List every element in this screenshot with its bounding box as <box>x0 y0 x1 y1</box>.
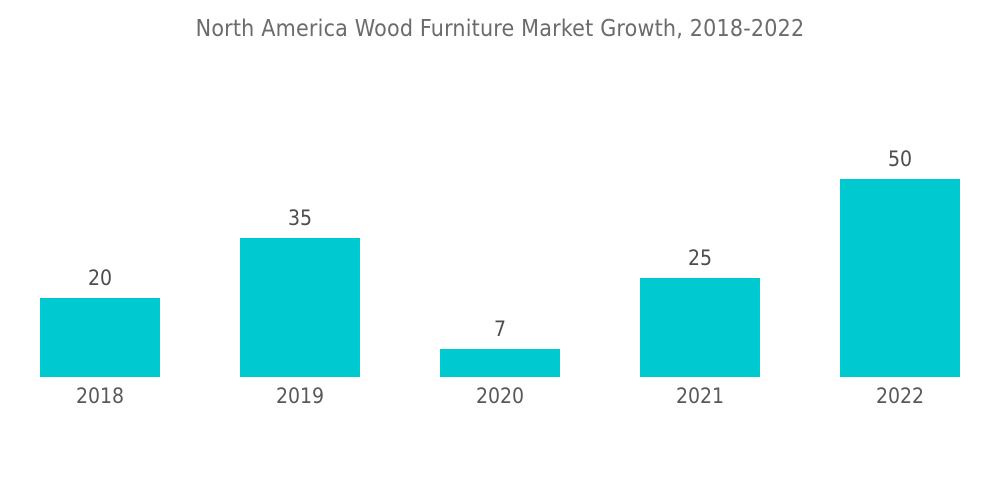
bar-group-2019: 35 <box>200 208 400 377</box>
x-tick-label-2021: 2021 <box>675 384 725 408</box>
bar-value-label: 20 <box>87 265 113 290</box>
bar-group-2022: 50 <box>800 149 1000 377</box>
bar-2021 <box>640 278 760 377</box>
x-tick-label-2022: 2022 <box>875 384 925 408</box>
x-tick-label-2018: 2018 <box>75 384 125 408</box>
chart-title: North America Wood Furniture Market Grow… <box>195 16 805 42</box>
bar-value-label: 50 <box>887 147 913 171</box>
bar-group-2020: 7 <box>400 319 600 377</box>
x-tick-label-2020: 2020 <box>475 384 525 408</box>
bar-value-label: 35 <box>287 206 313 231</box>
bar-2020 <box>440 349 560 377</box>
x-tick-label-2019: 2019 <box>275 384 325 408</box>
bar-value-label: 25 <box>687 246 713 270</box>
bar-group-2018: 20 <box>0 265 200 377</box>
bar-group-2021: 25 <box>600 248 800 377</box>
bar-2019 <box>240 238 360 377</box>
bar-2022 <box>840 179 960 377</box>
bar-value-label: 7 <box>493 317 507 342</box>
bar-chart-plot-area: 20 35 7 25 50 <box>0 149 1000 377</box>
x-axis-tick-labels: 2018 2019 2020 2021 2022 <box>0 386 1000 407</box>
bar-2018 <box>40 297 160 377</box>
